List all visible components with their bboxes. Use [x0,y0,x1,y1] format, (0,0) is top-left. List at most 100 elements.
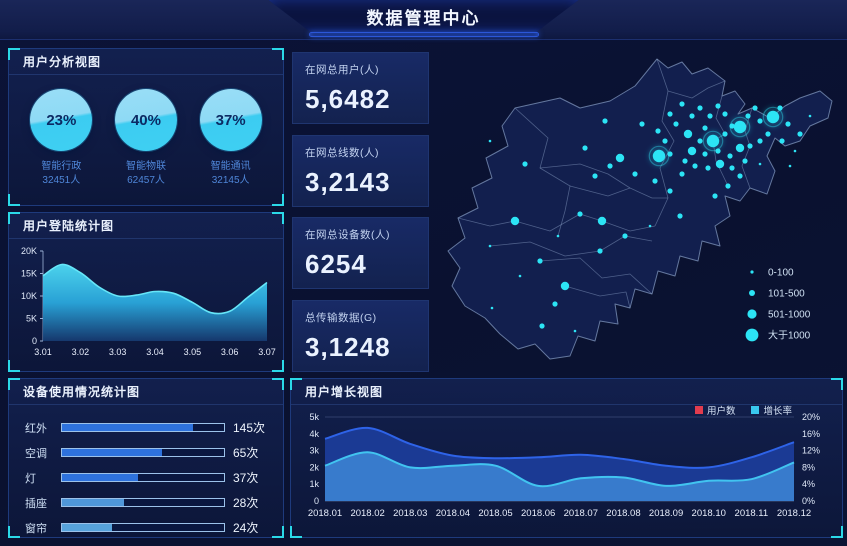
svg-text:2018.07: 2018.07 [564,508,598,519]
svg-text:2018.10: 2018.10 [692,508,726,519]
svg-text:5k: 5k [309,412,319,422]
liquid-gauge-icon: 37% [199,89,262,151]
stat-value: 6254 [305,249,367,279]
device-label: 窗帘 [25,522,47,535]
corner-bracket-icon [8,360,20,372]
stat-value: 3,2143 [305,167,391,197]
gauge-name: 智能通讯 [210,161,251,172]
panel-title: 用户增长视图 [291,379,842,405]
svg-text:0-100: 0-100 [768,268,794,279]
gauge-name: 智能物联 [125,161,166,172]
device-bar-row: 空调 65次 [25,440,271,465]
panel-user-growth: 用户增长视图 用户数 增长率 0 1k 2k 3k 4k 5k 0% 4% 8% 12% 16% 20%… [290,378,843,538]
svg-text:3.02: 3.02 [72,347,90,357]
svg-text:2018.01: 2018.01 [308,508,342,519]
device-bar-fill [62,499,124,506]
corner-bracket-icon [8,212,20,224]
svg-text:大于1000: 大于1000 [768,329,811,342]
corner-bracket-icon [290,378,302,390]
svg-text:2018.12: 2018.12 [777,508,811,519]
panel-user-analysis: 用户分析视图 23% 智能行政 32451人 40% 智能物联 62457人 3… [8,48,284,206]
device-label: 空调 [25,447,47,460]
svg-text:2018.03: 2018.03 [393,508,427,519]
gauge-row: 23% 智能行政 32451人 40% 智能物联 62457人 37% 智能通讯… [9,75,283,188]
map-data-dots [488,101,812,333]
corner-bracket-icon [272,212,284,224]
corner-bracket-icon [272,360,284,372]
device-value: 24次 [233,521,259,535]
gauge-percent: 37% [215,111,246,129]
device-bar-row: 红外 145次 [25,415,271,440]
device-bar-fill [62,449,163,456]
device-value: 37次 [233,471,259,485]
login-area-chart[interactable]: 0 5K 10K 15K 20K 3.01 3.02 3.03 3.04 3.05 3.06 3.07 [9,239,283,369]
svg-text:0%: 0% [802,496,815,506]
device-bar-row: 窗帘 24次 [25,515,271,540]
device-value: 65次 [233,446,259,460]
svg-text:2018.06: 2018.06 [521,508,555,519]
device-bar-track [61,448,225,457]
header-decoration-bar [308,32,539,37]
map-legend: 0-100 101-500 501-1000 大于1000 [745,268,811,342]
stat-value: 3,1248 [305,332,391,362]
region-map[interactable]: 0-100 101-500 501-1000 大于1000 [430,46,845,378]
legend-item[interactable]: 用户数 [694,403,736,417]
gauge-percent: 23% [46,111,77,129]
svg-text:2018.11: 2018.11 [735,508,769,519]
corner-bracket-icon [272,378,284,390]
svg-text:0: 0 [32,336,37,346]
device-bar-track [61,423,225,432]
svg-text:3.03: 3.03 [109,347,127,357]
device-label: 插座 [25,497,47,510]
svg-text:5K: 5K [26,314,37,324]
svg-text:4k: 4k [309,429,319,439]
stat-card-users: 在网总用户(人) 5,6482 [292,52,429,124]
svg-text:2018.04: 2018.04 [436,508,470,519]
gauge-count: 62457人 [127,175,165,186]
svg-text:2018.08: 2018.08 [606,508,640,519]
panel-login-stats: 用户登陆统计图 0 5K 10K 15K 20K 3.01 3.02 3.03 3.04 3.05… [8,212,284,372]
svg-text:3.05: 3.05 [184,347,202,357]
liquid-gauge-icon: 40% [114,89,177,151]
device-bar-fill [62,474,139,481]
device-value: 145次 [233,421,266,435]
device-bar-row: 插座 28次 [25,490,271,515]
gauge-admin: 23% 智能行政 32451人 [23,89,99,188]
gauge-count: 32451人 [42,175,81,186]
legend-label: 用户数 [706,406,736,417]
corner-bracket-icon [272,48,284,60]
device-bar-fill [62,524,113,531]
device-bar-track [61,498,225,507]
svg-text:15K: 15K [21,269,37,279]
svg-text:1k: 1k [309,479,319,489]
corner-bracket-icon [8,378,20,390]
liquid-gauge-icon: 23% [30,89,93,151]
device-bar-track [61,523,225,532]
svg-text:501-1000: 501-1000 [768,310,811,321]
svg-text:2018.02: 2018.02 [350,508,384,519]
svg-text:8%: 8% [802,462,815,472]
page-title: 数据管理中心 [366,9,481,28]
svg-text:10K: 10K [21,291,37,301]
panel-title: 设备使用情况统计图 [9,379,283,405]
growth-area-chart[interactable]: 0 1k 2k 3k 4k 5k 0% 4% 8% 12% 16% 20% 2018.01 2018.02… [291,405,842,533]
device-value: 28次 [233,496,259,510]
legend-item[interactable]: 增长率 [751,403,792,417]
panel-title: 用户登陆统计图 [9,213,283,239]
svg-text:2k: 2k [309,462,319,472]
stat-card-devices: 在网总设备数(人) 6254 [292,217,429,289]
svg-text:3.01: 3.01 [34,347,52,357]
device-label: 灯 [25,472,36,485]
svg-text:3k: 3k [309,446,319,456]
gauge-iot: 40% 智能物联 62457人 [108,89,184,188]
svg-text:16%: 16% [802,429,820,439]
stat-card-lines: 在网总线数(人) 3,2143 [292,135,429,207]
stat-value: 5,6482 [305,84,391,114]
device-bar-list: 红外 145次空调 65次灯 37次插座 28次窗帘 24次 [9,405,283,540]
gauge-label: 智能行政 32451人 [41,160,81,188]
header-trapezoid: 数据管理中心 [268,0,579,33]
gauge-percent: 40% [130,111,161,129]
panel-device-usage: 设备使用情况统计图 红外 145次空调 65次灯 37次插座 28次窗帘 24次 [8,378,284,538]
device-bar-fill [62,424,194,431]
svg-text:3.04: 3.04 [146,347,164,357]
